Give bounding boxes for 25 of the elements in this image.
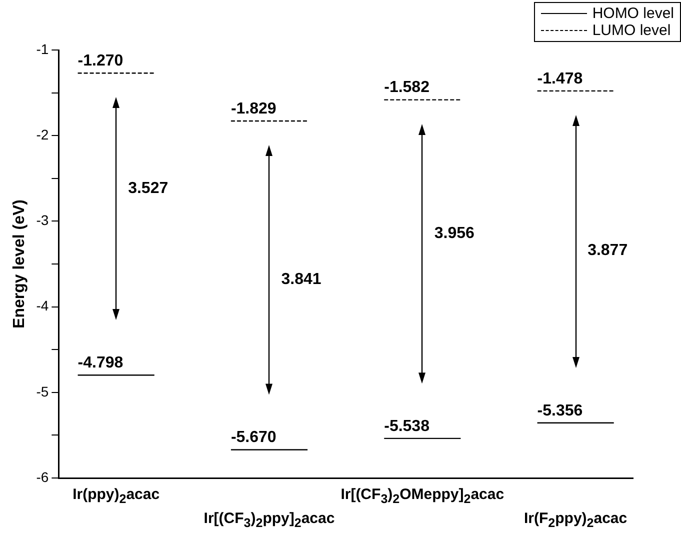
data-label: -5.356 bbox=[537, 402, 583, 420]
data-label: -5.538 bbox=[384, 418, 430, 435]
y-tick-label: -3 bbox=[36, 212, 49, 228]
data-label: -1.270 bbox=[78, 52, 124, 70]
data-label: -5.670 bbox=[230, 429, 276, 446]
y-tick-label: -1 bbox=[36, 40, 49, 57]
x-tick-label: Ir[(CF$_{3}$)$_{2}$ppy]$_{2}$acac bbox=[204, 510, 335, 530]
x-tick-label: Ir[(CF$_{3}$)$_{2}$OMeppy]$_{2}$acac bbox=[340, 486, 504, 506]
y-axis-title: Energy level (eV) bbox=[11, 200, 28, 328]
y-tick-label: -4 bbox=[36, 298, 49, 314]
y-tick-label: -6 bbox=[36, 468, 49, 485]
x-tick-label: Ir(ppy)$_{2}$acac bbox=[72, 486, 160, 506]
data-label: -1.582 bbox=[384, 79, 430, 96]
annotation: 3.877 bbox=[588, 242, 628, 260]
annotation: 3.527 bbox=[128, 180, 168, 198]
annotation: 3.956 bbox=[434, 224, 474, 243]
data-label: -1.478 bbox=[537, 70, 583, 88]
y-tick-label: -2 bbox=[36, 126, 49, 142]
legend-label: HOMO level bbox=[592, 5, 674, 22]
data-label: -1.829 bbox=[230, 100, 276, 118]
x-tick-label: Ir(F$_{2}$ppy)$_{2}$acac bbox=[524, 510, 628, 530]
data-label: -4.798 bbox=[78, 354, 124, 372]
annotation: 3.841 bbox=[281, 270, 322, 289]
y-tick-label: -5 bbox=[36, 383, 49, 400]
legend-label: LUMO level bbox=[592, 22, 671, 39]
